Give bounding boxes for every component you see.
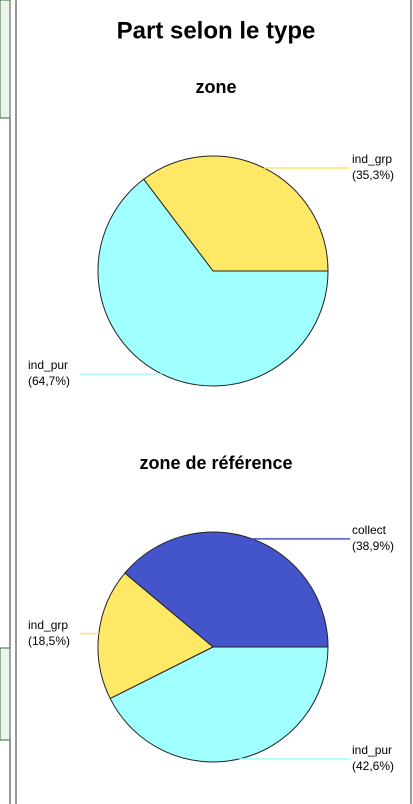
pie-slice xyxy=(97,178,329,387)
chart-title: Part selon le type xyxy=(117,17,316,44)
pie-title: zone xyxy=(195,77,236,97)
pie-slice xyxy=(109,646,329,763)
pie-title: zone de référence xyxy=(139,453,292,473)
side-panel xyxy=(0,0,11,119)
slice-value-label: (42,6%) xyxy=(352,759,394,773)
side-panel xyxy=(0,647,11,741)
pie-slice xyxy=(97,572,214,700)
slice-label: ind_grp xyxy=(28,618,68,632)
slice-value-label: (35,3%) xyxy=(352,168,394,182)
slice-value-label: (38,9%) xyxy=(352,539,394,553)
slice-label: ind_grp xyxy=(352,152,392,166)
slice-label: ind_pur xyxy=(352,743,392,757)
slice-value-label: (18,5%) xyxy=(28,634,70,648)
slice-label: collect xyxy=(352,523,387,537)
slice-label: ind_pur xyxy=(28,358,68,372)
pie-slice xyxy=(142,155,329,272)
pie-slice xyxy=(124,531,329,648)
slice-value-label: (64,7%) xyxy=(28,374,70,388)
